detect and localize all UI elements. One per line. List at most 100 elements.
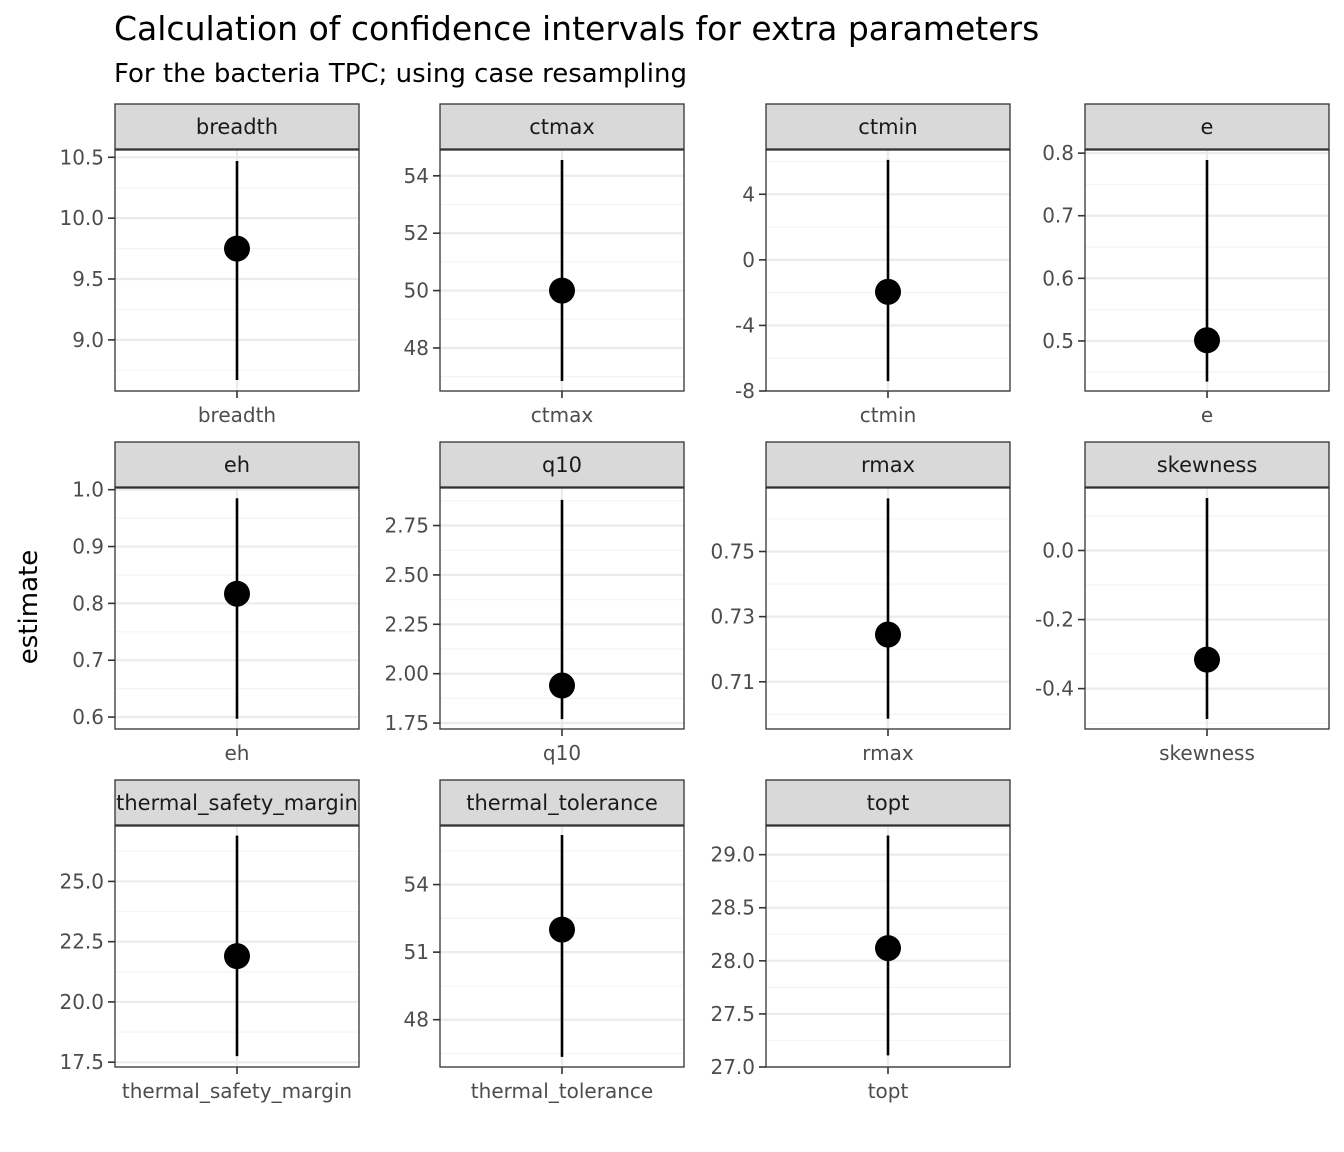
y-tick-label: 0.9 bbox=[72, 535, 104, 559]
y-tick-label: 9.5 bbox=[72, 267, 104, 291]
estimate-point bbox=[1194, 646, 1220, 673]
facet-strip-label: rmax bbox=[861, 453, 915, 477]
facet-panels: 9.0 9.5 10.0 10.5 breadth breadth 48 50 52 54 ctma… bbox=[59, 103, 1330, 1103]
y-tick-label: 0.8 bbox=[1042, 141, 1074, 165]
x-tick-label: rmax bbox=[862, 741, 914, 765]
facet-strip-label: topt bbox=[867, 791, 910, 815]
chart-title: Calculation of confidence intervals for … bbox=[114, 9, 1039, 48]
y-tick-label: 22.5 bbox=[59, 930, 104, 954]
facet-strip-label: ctmin bbox=[858, 115, 917, 139]
facet-thermal_tolerance: 48 51 54 thermal_tolerance thermal_tolerance bbox=[404, 779, 685, 1103]
y-tick-label: 48 bbox=[404, 336, 429, 360]
facet-strip bbox=[439, 103, 685, 150]
y-tick-label: 2.25 bbox=[384, 612, 429, 636]
y-tick-label: -0.4 bbox=[1035, 677, 1074, 701]
x-tick-label: ctmax bbox=[531, 403, 594, 427]
y-tick-label: 17.5 bbox=[59, 1050, 104, 1074]
facet-eh: 0.6 0.7 0.8 0.9 1.0 eh eh bbox=[72, 441, 360, 765]
estimate-point bbox=[549, 277, 575, 304]
y-tick-label: 0.71 bbox=[710, 670, 755, 694]
x-tick-label: breadth bbox=[198, 403, 276, 427]
facet-strip bbox=[114, 103, 360, 150]
chart-subtitle: For the bacteria TPC; using case resampl… bbox=[114, 59, 687, 89]
facet-strip-label: q10 bbox=[542, 453, 582, 477]
estimate-point bbox=[875, 621, 901, 648]
y-tick-label: 4 bbox=[742, 182, 755, 206]
facet-skewness: -0.4 -0.2 0.0 skewness skewness bbox=[1035, 441, 1330, 765]
estimate-point bbox=[224, 943, 250, 970]
facet-rmax: 0.71 0.73 0.75 rmax rmax bbox=[710, 441, 1011, 765]
facet-topt: 27.0 27.5 28.0 28.5 29.0 topt topt bbox=[710, 779, 1011, 1103]
facet-strip bbox=[765, 103, 1011, 150]
x-tick-label: q10 bbox=[543, 741, 581, 765]
facet-strip bbox=[439, 441, 685, 488]
y-tick-label: 27.0 bbox=[710, 1055, 755, 1079]
facet-strip bbox=[1084, 103, 1330, 150]
estimate-point bbox=[549, 672, 575, 699]
y-tick-label: 2.50 bbox=[384, 563, 429, 587]
y-tick-label: 10.0 bbox=[59, 206, 104, 230]
y-tick-label: 0.5 bbox=[1042, 329, 1074, 353]
x-tick-label: thermal_safety_margin bbox=[122, 1079, 352, 1103]
y-tick-label: 20.0 bbox=[59, 990, 104, 1014]
y-tick-label: 0.0 bbox=[1042, 538, 1074, 562]
facet-strip-label: skewness bbox=[1157, 453, 1258, 477]
y-tick-label: 0.75 bbox=[710, 540, 755, 564]
y-tick-label: 0.8 bbox=[72, 591, 104, 615]
y-axis-label: estimate bbox=[14, 550, 44, 664]
y-tick-label: 27.5 bbox=[710, 1002, 755, 1026]
y-tick-label: 2.75 bbox=[384, 514, 429, 538]
y-tick-label: 25.0 bbox=[59, 869, 104, 893]
y-tick-label: 51 bbox=[404, 940, 429, 964]
estimate-point bbox=[875, 278, 901, 305]
facet-strip bbox=[1084, 441, 1330, 488]
facet-strip-label: eh bbox=[224, 453, 250, 477]
facet-breadth: 9.0 9.5 10.0 10.5 breadth breadth bbox=[59, 103, 360, 427]
facet-strip bbox=[114, 441, 360, 488]
facet-strip bbox=[114, 779, 360, 826]
facet-thermal_safety_margin: 17.520.022.525.0thermal_safety_marginthe… bbox=[59, 779, 360, 1103]
facet-q10: 1.75 2.00 2.25 2.50 2.75 q10 q10 bbox=[384, 441, 685, 765]
estimate-point bbox=[1194, 327, 1220, 354]
facet-strip-label: thermal_tolerance bbox=[466, 791, 658, 816]
facet-strip-label: thermal_safety_margin bbox=[116, 791, 358, 816]
y-tick-label: 9.0 bbox=[72, 328, 104, 352]
estimate-point bbox=[875, 935, 901, 962]
y-tick-label: 10.5 bbox=[59, 145, 104, 169]
x-tick-label: e bbox=[1201, 403, 1213, 427]
estimate-point bbox=[224, 235, 250, 262]
x-tick-label: skewness bbox=[1159, 741, 1255, 765]
y-tick-label: 0.73 bbox=[710, 605, 755, 629]
y-tick-label: 1.0 bbox=[72, 478, 104, 502]
y-tick-label: -8 bbox=[735, 379, 755, 403]
facet-strip-label: e bbox=[1201, 115, 1214, 139]
y-tick-label: -0.2 bbox=[1035, 608, 1074, 632]
estimate-point bbox=[224, 580, 250, 607]
y-tick-label: 0.6 bbox=[72, 705, 104, 729]
y-tick-label: 54 bbox=[404, 164, 429, 188]
y-tick-label: -4 bbox=[735, 313, 755, 337]
y-tick-label: 52 bbox=[404, 221, 429, 245]
y-tick-label: 2.00 bbox=[384, 662, 429, 686]
x-tick-label: topt bbox=[868, 1079, 909, 1103]
y-tick-label: 29.0 bbox=[710, 843, 755, 867]
facet-strip bbox=[765, 441, 1011, 488]
estimate-point bbox=[549, 916, 575, 943]
y-tick-label: 0.7 bbox=[72, 648, 104, 672]
y-tick-label: 48 bbox=[404, 1008, 429, 1032]
y-tick-label: 28.5 bbox=[710, 896, 755, 920]
y-tick-label: 50 bbox=[404, 279, 429, 303]
facet-strip bbox=[439, 779, 685, 826]
facet-ctmax: 48 50 52 54 ctmax ctmax bbox=[404, 103, 685, 427]
y-tick-label: 0 bbox=[742, 248, 755, 272]
facet-e: 0.5 0.6 0.7 0.8 e e bbox=[1042, 103, 1330, 427]
y-tick-label: 28.0 bbox=[710, 949, 755, 973]
x-tick-label: eh bbox=[225, 741, 250, 765]
facet-ctmin: -8 -4 0 4 ctmin ctmin bbox=[735, 103, 1011, 427]
y-tick-label: 54 bbox=[404, 873, 429, 897]
y-tick-label: 1.75 bbox=[384, 711, 429, 735]
y-tick-label: 0.6 bbox=[1042, 266, 1074, 290]
facet-strip-label: breadth bbox=[196, 115, 278, 139]
